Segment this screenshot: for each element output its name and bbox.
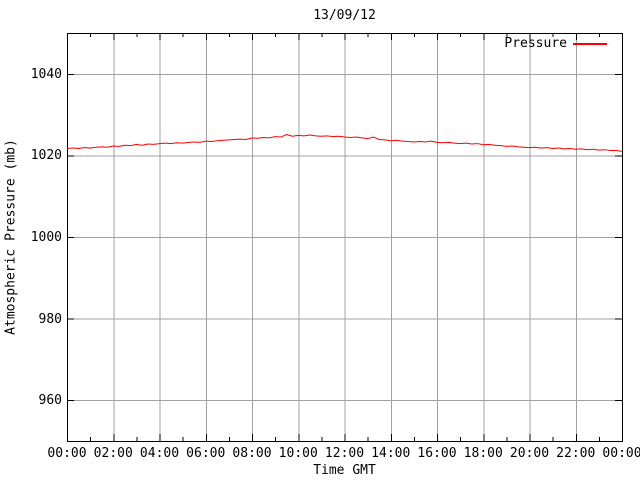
x-tick-label: 04:00 [139,446,180,461]
x-tick-label: 12:00 [324,446,365,461]
x-tick-label: 00:00 [47,446,87,461]
y-tick-label: 980 [38,311,62,327]
x-tick-label: 18:00 [463,446,503,461]
x-tick-label: 22:00 [556,446,596,461]
x-tick-label: 14:00 [371,446,411,461]
plot-border [67,33,623,442]
y-tick-label: 960 [38,393,62,409]
x-tick-label: 16:00 [417,446,457,461]
y-tick-label: 1040 [30,66,62,82]
pressure-line-series [66,134,623,152]
legend-line-sample [573,43,607,45]
y-tick-label: 1020 [30,148,62,164]
x-tick-label: 06:00 [186,446,226,461]
x-tick-label: 20:00 [509,446,550,461]
legend-label-pressure: Pressure [504,36,567,51]
x-tick-label: 08:00 [232,446,272,461]
x-axis-title: Time GMT [313,463,376,478]
x-tick-label: 10:00 [278,446,318,461]
x-tick-label: 02:00 [93,446,133,461]
x-tick-label: 00:00 [602,446,640,461]
chart-title: 13/09/12 [313,8,376,23]
y-tick-label: 1000 [30,230,62,245]
